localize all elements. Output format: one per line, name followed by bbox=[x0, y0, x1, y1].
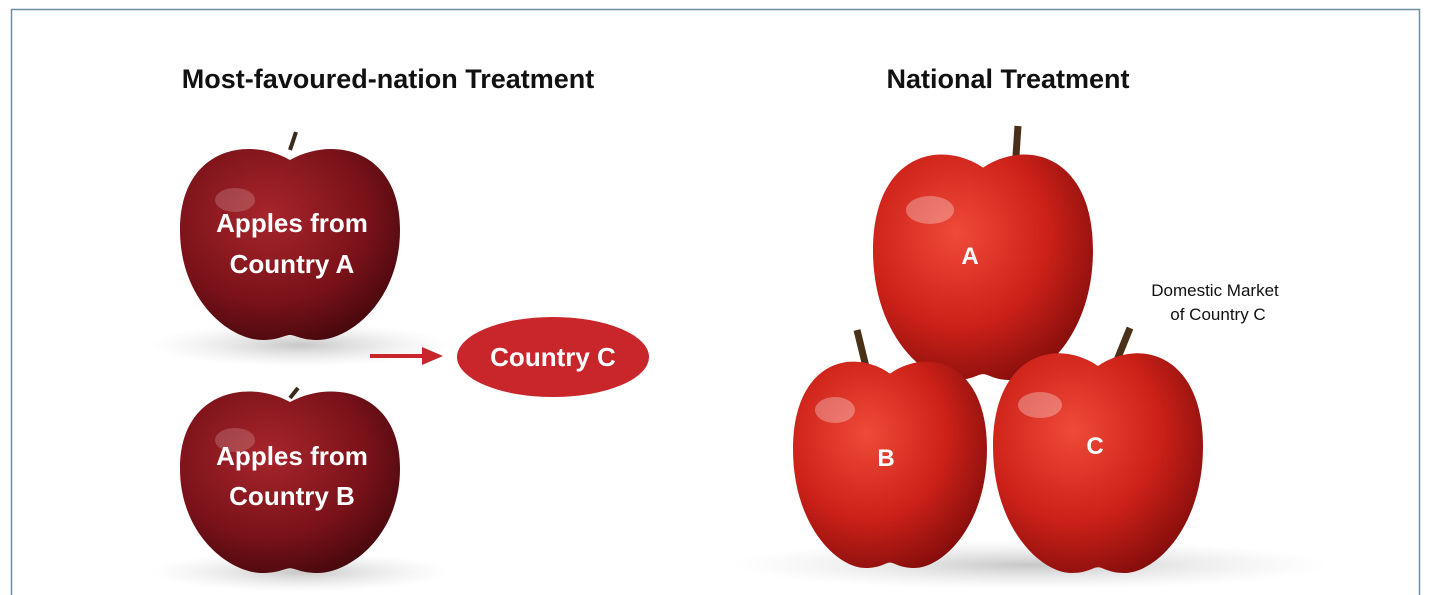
apple-label: Apples from bbox=[216, 441, 368, 471]
right-title: National Treatment bbox=[886, 64, 1129, 94]
apple-label: Country A bbox=[230, 249, 355, 279]
apple-letter: A bbox=[961, 243, 978, 270]
destination-label: Country C bbox=[490, 342, 616, 372]
apple-letter: C bbox=[1086, 433, 1103, 460]
page: Most-favoured-nation Treatment Apples fr… bbox=[0, 0, 1431, 595]
apple-letter: B bbox=[877, 445, 894, 472]
note: of Country C bbox=[1170, 305, 1265, 324]
apple-label: Country B bbox=[229, 481, 355, 511]
diagram: Most-favoured-nation Treatment Apples fr… bbox=[0, 0, 1431, 595]
apple-a bbox=[873, 126, 1093, 380]
apple-label: Apples from bbox=[216, 208, 368, 238]
left-title: Most-favoured-nation Treatment bbox=[182, 64, 595, 94]
note: Domestic Market bbox=[1151, 281, 1279, 300]
